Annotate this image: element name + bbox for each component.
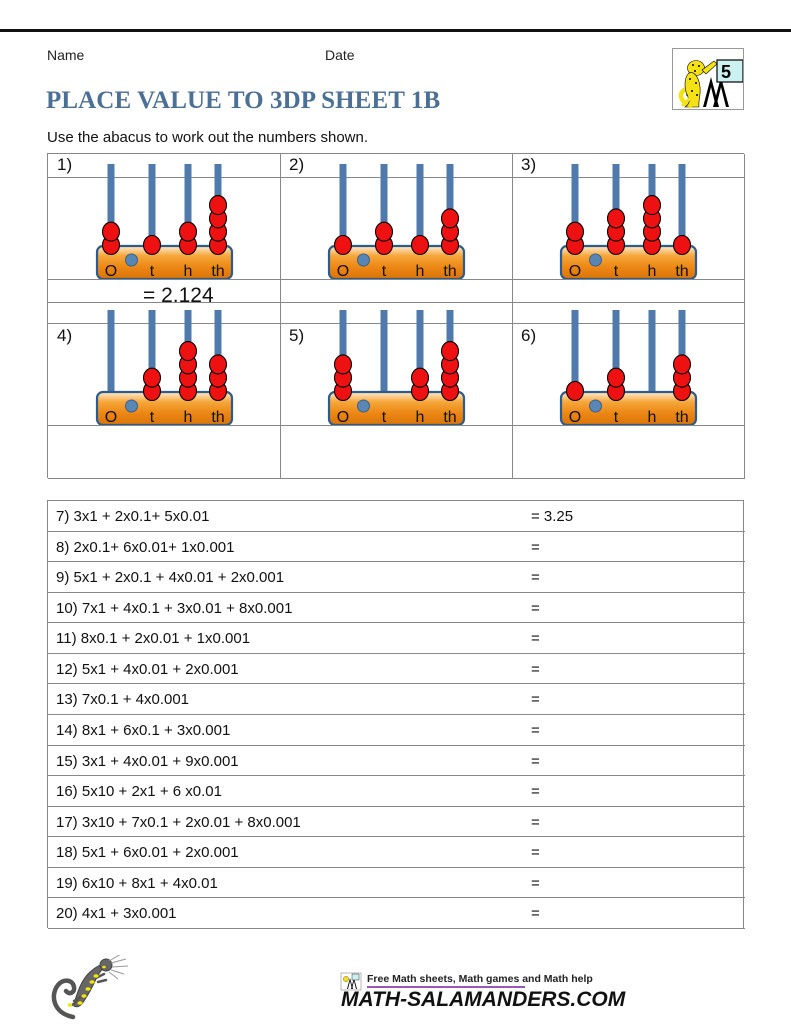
- svg-text:O: O: [337, 263, 349, 279]
- svg-text:h: h: [416, 409, 425, 425]
- svg-text:5: 5: [721, 62, 731, 82]
- svg-text:th: th: [443, 409, 456, 425]
- svg-text:h: h: [184, 409, 193, 425]
- svg-text:O: O: [569, 263, 581, 279]
- svg-text:O: O: [569, 409, 581, 425]
- svg-text:h: h: [416, 263, 425, 279]
- svg-text:t: t: [614, 409, 619, 425]
- svg-text:t: t: [150, 409, 155, 425]
- svg-text:Free Math sheets, Math games a: Free Math sheets, Math games and Math he…: [367, 973, 593, 985]
- svg-text:t: t: [382, 263, 387, 279]
- svg-text:O: O: [105, 409, 117, 425]
- svg-text:th: th: [211, 263, 224, 279]
- svg-text:O: O: [337, 409, 349, 425]
- svg-text:t: t: [614, 263, 619, 279]
- svg-text:h: h: [648, 409, 657, 425]
- svg-text:th: th: [211, 409, 224, 425]
- svg-text:th: th: [675, 409, 688, 425]
- svg-text:h: h: [184, 263, 193, 279]
- svg-text:MATH-SALAMANDERS.COM: MATH-SALAMANDERS.COM: [341, 988, 626, 1011]
- svg-text:th: th: [675, 263, 688, 279]
- svg-text:O: O: [105, 263, 117, 279]
- svg-text:th: th: [443, 263, 456, 279]
- svg-text:h: h: [648, 263, 657, 279]
- svg-text:t: t: [150, 263, 155, 279]
- svg-text:t: t: [382, 409, 387, 425]
